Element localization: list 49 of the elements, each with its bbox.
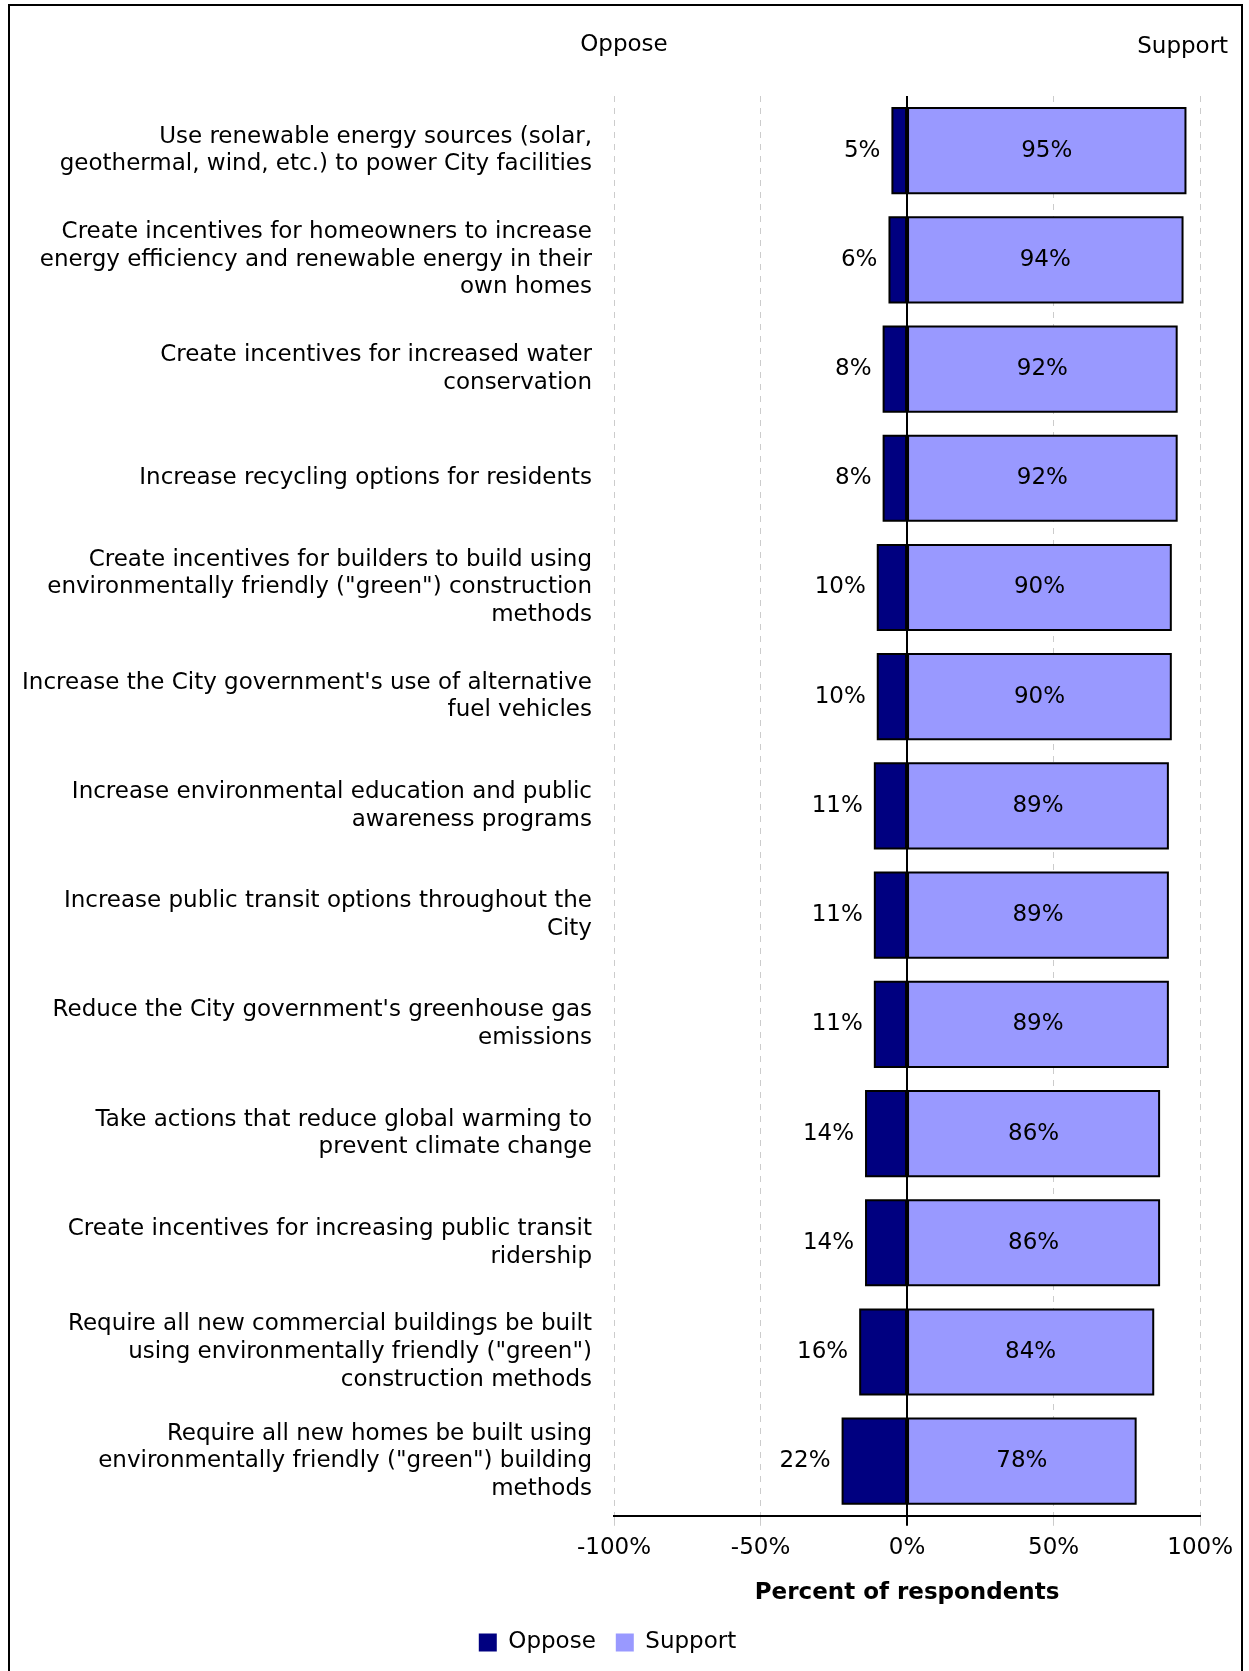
- data-label: 92%: [1016, 354, 1068, 381]
- data-label: 5%: [843, 135, 881, 162]
- y-tick-label: Create incentives for builders to build using environmentally friendly ("green") construction methods: [47, 544, 592, 627]
- data-label: 89%: [1012, 1009, 1064, 1036]
- data-label: 11%: [811, 900, 863, 927]
- data-label: 10%: [814, 681, 866, 708]
- data-label: 14%: [802, 1118, 855, 1145]
- data-label: 84%: [1005, 1336, 1057, 1363]
- data-label: 8%: [835, 463, 872, 490]
- data-label: 90%: [1013, 681, 1065, 708]
- data-label: 89%: [1012, 900, 1064, 927]
- x-tick-label: -100%: [576, 1532, 652, 1559]
- y-tick-label: Take actions that reduce global warming to prevent climate change: [94, 1104, 592, 1159]
- y-tick-label: Reduce the City government's greenhouse gas emissions: [52, 995, 592, 1050]
- y-tick-label: Increase the City government's use of alternative fuel vehicles: [22, 667, 592, 722]
- x-tick-label: -50%: [730, 1532, 791, 1559]
- x-tick-label: 100%: [1167, 1532, 1234, 1559]
- data-label: 10%: [814, 572, 866, 599]
- data-label: 92%: [1016, 463, 1068, 490]
- data-label: 86%: [1008, 1118, 1060, 1145]
- y-tick-label: Create incentives for increasing public transit ridership: [67, 1213, 592, 1268]
- y-tick-label: Require all new commercial buildings be built using environmentally friendly ("green") construction methods: [67, 1309, 592, 1391]
- data-label: 8%: [835, 354, 872, 381]
- y-tick-label: Increase environmental education and public awareness programs: [71, 777, 592, 831]
- data-label: 16%: [797, 1336, 849, 1363]
- y-tick-label: Use renewable energy sources (solar, geothermal, wind, etc.) to power City facilities: [59, 121, 592, 176]
- data-label: 86%: [1008, 1227, 1060, 1254]
- data-label: 95%: [1021, 135, 1073, 162]
- data-label: 90%: [1013, 572, 1065, 599]
- data-label: 11%: [811, 790, 863, 817]
- data-label: 89%: [1012, 790, 1064, 817]
- data-label: 11%: [811, 1009, 863, 1036]
- y-tick-label: Create incentives for homeowners to increase energy efficiency and renewable energy in their own homes: [39, 217, 593, 299]
- y-tick-label: Create incentives for increased water conservation: [160, 340, 593, 394]
- x-tick-label: 50%: [1028, 1532, 1080, 1559]
- text: Oppose: [580, 30, 668, 56]
- x-axis-title: Percent of respondents: [754, 1578, 1060, 1605]
- data-label: 78%: [996, 1446, 1048, 1473]
- data-label: 6%: [840, 244, 878, 271]
- legend-label: Support: [645, 1627, 737, 1654]
- data-label: 14%: [802, 1227, 855, 1254]
- y-tick-label: Require all new homes be built using environmentally friendly ("green") building methods: [98, 1418, 592, 1500]
- data-label: 22%: [779, 1446, 831, 1473]
- legend-label: Oppose: [508, 1627, 596, 1654]
- x-tick-label: 0%: [888, 1532, 926, 1559]
- data-label: 94%: [1019, 244, 1071, 271]
- text: Support: [1137, 32, 1229, 58]
- y-tick-label: Increase public transit options throughout the City: [63, 886, 592, 940]
- y-tick-label: Increase recycling options for residents: [139, 463, 592, 490]
